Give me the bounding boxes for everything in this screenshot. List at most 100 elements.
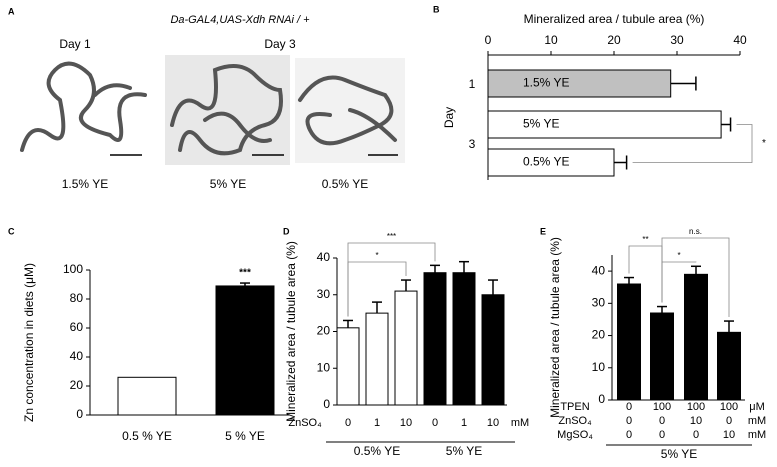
row-value: 10 (690, 415, 702, 427)
y-tick-label: 40 (592, 263, 606, 277)
x-tick-label: 40 (733, 33, 747, 47)
panel-title: Da-GAL4,UAS-Xdh RNAi / + (170, 14, 310, 26)
y-tick-label: 40 (317, 250, 331, 264)
row-unit: mM (511, 417, 529, 429)
x-tick-label: 0.5 % YE (122, 429, 172, 443)
x-axis-label: Mineralized area / tubule area (%) (524, 12, 705, 26)
panel-label: B (433, 4, 440, 14)
group-label: 0.5% YE (354, 444, 400, 458)
row-value: 0 (626, 429, 632, 441)
significance: * (677, 251, 680, 260)
row-value: 100 (653, 401, 671, 413)
y-tick-label: 80 (70, 291, 84, 305)
group-label: 5% YE (446, 444, 482, 458)
significance: * (375, 251, 378, 260)
significance-bracket (661, 237, 730, 318)
significance-bracket (347, 242, 436, 317)
group-title: Day (442, 107, 456, 128)
tubule-image (165, 55, 290, 165)
x-tick-label: 30 (670, 33, 684, 47)
y-axis-label: Mineralized area / tubule area (%) (548, 237, 562, 418)
row-value: 0 (432, 417, 438, 429)
significance-bracket (347, 261, 407, 317)
row-label: ZnSO₄ (288, 417, 322, 429)
significance: ** (642, 235, 648, 244)
row-value: 100 (687, 401, 705, 413)
day-label: Day 1 (59, 37, 91, 51)
y-axis-label: Mineralized area / tubule area (%) (284, 241, 298, 422)
panel-label: E (540, 226, 546, 236)
row-unit: mM (748, 415, 766, 427)
row-value: 100 (720, 401, 738, 413)
row-unit: μM (749, 401, 765, 413)
bar (365, 312, 389, 406)
bar-label: 1.5% YE (523, 76, 569, 90)
significance: *** (239, 268, 251, 279)
row-value: 1 (461, 417, 467, 429)
y-axis-label: Zn concentration in diets (μM) (22, 263, 36, 422)
row-value: 10 (723, 429, 735, 441)
row-value: 0 (626, 415, 632, 427)
row-label: TPEN (560, 401, 589, 413)
y-tick-label: 0 (76, 407, 83, 421)
row-value: 0 (726, 415, 732, 427)
bar (650, 312, 674, 401)
y-tick-label: 20 (592, 328, 606, 342)
bar (481, 294, 505, 406)
significance: * (762, 138, 766, 149)
y-tick-label: 30 (592, 296, 606, 310)
y-tick-label: 40 (70, 349, 84, 363)
x-tick-label: 0 (485, 33, 492, 47)
y-tick-label: 20 (317, 324, 331, 338)
bar (452, 272, 476, 406)
bar (117, 376, 177, 416)
group-label: 1 (469, 77, 476, 91)
y-tick-label: 100 (63, 262, 83, 276)
group-label: 5% YE (661, 447, 697, 461)
x-tick-label: 5 % YE (225, 429, 265, 443)
bar (717, 331, 741, 401)
tubule-image (15, 58, 150, 163)
panel-label: D (283, 226, 290, 236)
y-tick-label: 0 (323, 397, 330, 411)
image-label: 0.5% YE (322, 177, 368, 191)
y-tick-label: 10 (317, 360, 331, 374)
row-value: 0 (693, 429, 699, 441)
bar (394, 290, 418, 406)
significance: n.s. (689, 227, 702, 236)
bar (684, 273, 708, 401)
bar (423, 272, 447, 406)
y-tick-label: 30 (317, 287, 331, 301)
y-tick-label: 0 (598, 392, 605, 406)
bar (215, 285, 275, 416)
panel-label: A (8, 6, 15, 16)
row-label: MgSO₄ (557, 429, 593, 441)
row-unit: mM (748, 429, 766, 441)
bar (336, 327, 360, 406)
bar (487, 148, 615, 177)
tubule-image (295, 58, 405, 163)
image-label: 1.5% YE (62, 177, 108, 191)
row-value: 0 (626, 401, 632, 413)
row-value: 0 (345, 417, 351, 429)
row-value: 10 (487, 417, 499, 429)
row-value: 1 (374, 417, 380, 429)
bar (487, 69, 672, 98)
row-value: 0 (659, 415, 665, 427)
day-label: Day 3 (264, 37, 296, 51)
group-label: 3 (469, 137, 476, 151)
panel-label: C (8, 226, 15, 236)
significance-bracket (632, 124, 753, 163)
bar-label: 0.5% YE (523, 155, 569, 169)
y-tick-label: 60 (70, 320, 84, 334)
bar (617, 283, 641, 401)
x-tick-label: 20 (607, 33, 621, 47)
y-tick-label: 20 (70, 378, 84, 392)
row-label: ZnSO₄ (558, 415, 592, 427)
row-value: 0 (659, 429, 665, 441)
x-tick-label: 10 (544, 33, 558, 47)
y-tick-label: 10 (592, 360, 606, 374)
image-label: 5% YE (210, 177, 246, 191)
bar-label: 5% YE (523, 117, 559, 131)
